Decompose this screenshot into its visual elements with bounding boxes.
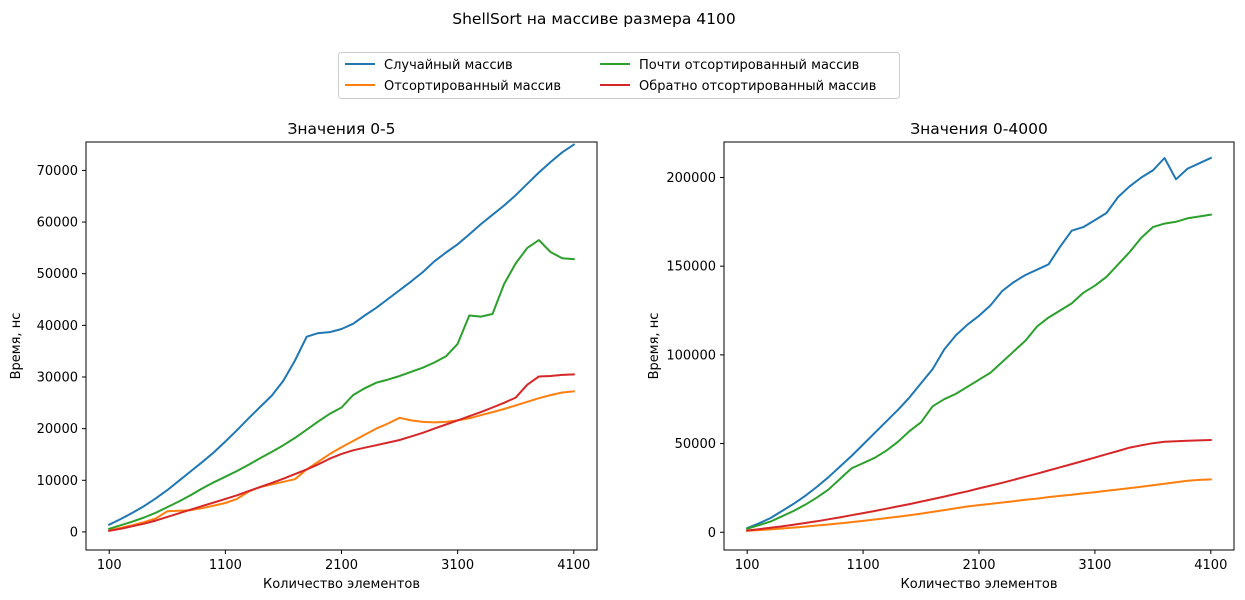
y-tick-label: 50000 [37,267,78,282]
x-tick-label: 4100 [1194,558,1227,573]
y-tick-label: 200000 [666,171,716,186]
series-line-random [745,156,1213,530]
series-line-nearly-sorted [745,213,1212,530]
series-line-sorted [746,478,1212,532]
y-tick-label: 60000 [37,216,78,231]
subplot-title: Значения 0-5 [287,120,395,138]
x-tick-label: 3100 [441,558,474,573]
x-tick-label: 2100 [325,558,358,573]
series-line-random [107,143,576,527]
subplot-values-0-4000: Значения 0-4000 100 1100 2100 3100 4100 0 50000… [647,120,1235,592]
x-axis-label: Количество элементов [900,577,1057,592]
y-tick-label: 0 [70,525,78,540]
x-tick-label: 4100 [557,558,590,573]
series-line-nearly-sorted [107,239,575,531]
legend-item-random: Случайный массив [345,58,513,73]
legend: Случайный массив Отсортированный массив … [338,52,900,99]
legend-item-reversed: Обратно отсортированный массив [600,79,876,94]
y-tick-label: 20000 [37,422,78,437]
y-tick-label: 40000 [37,319,78,334]
legend-item-nearly-sorted: Почти отсортированный массив [600,58,859,73]
y-tick-label: 0 [708,526,716,541]
legend-frame [338,52,900,99]
subplot-title: Значения 0-4000 [910,120,1048,138]
y-tick-label: 70000 [37,164,78,179]
legend-item-sorted: Отсортированный массив [345,79,561,94]
y-tick-label: 30000 [37,370,78,385]
figure-suptitle: ShellSort на массиве размера 4100 [452,10,736,28]
y-tick-label: 100000 [666,348,716,363]
y-axis-label: Время, нс [647,313,662,380]
x-tick-label: 3100 [1078,558,1111,573]
x-tick-label: 100 [97,558,122,573]
series-line-reversed [108,373,575,533]
x-tick-label: 1100 [847,558,880,573]
y-tick-label: 150000 [666,260,716,275]
series-line-reversed [746,438,1212,532]
y-tick-label: 50000 [675,437,716,452]
y-axis-label: Время, нс [9,313,24,380]
y-tick-label: 10000 [37,474,78,489]
x-axis-label: Количество элементов [263,577,420,592]
subplot-values-0-5: Значения 0-5 100 1100 2100 3100 4100 0 10000 200… [9,120,598,592]
legend-label-reversed: Обратно отсортированный массив [639,79,876,94]
legend-label-sorted: Отсортированный массив [384,79,561,94]
x-tick-label: 100 [735,558,760,573]
legend-label-random: Случайный массив [384,58,513,73]
x-tick-label: 2100 [962,558,995,573]
legend-label-nearly-sorted: Почти отсортированный массив [639,58,859,73]
x-tick-label: 1100 [209,558,242,573]
